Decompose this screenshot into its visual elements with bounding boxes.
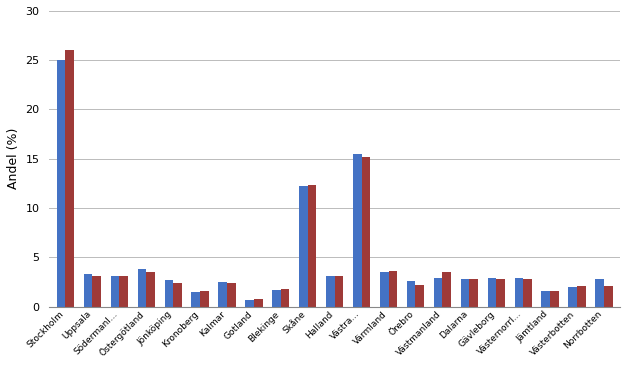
Bar (299, 187, 308, 307)
Bar (488, 278, 496, 307)
Bar (523, 279, 532, 307)
Bar (138, 269, 146, 307)
Bar (272, 290, 281, 307)
Bar (191, 292, 200, 307)
Bar (461, 279, 469, 307)
Bar (119, 276, 128, 307)
Bar (542, 291, 550, 307)
Bar (568, 287, 577, 307)
Bar (245, 300, 254, 307)
Bar (577, 286, 586, 307)
Bar (57, 60, 65, 307)
Bar (335, 276, 344, 307)
Bar (281, 289, 290, 307)
Bar (515, 278, 523, 307)
Bar (84, 274, 92, 307)
Bar (496, 279, 505, 307)
Bar (254, 299, 263, 307)
Bar (146, 272, 155, 307)
Bar (595, 279, 604, 307)
Bar (389, 271, 397, 307)
Bar (173, 283, 182, 307)
Bar (218, 282, 227, 307)
Bar (443, 272, 451, 307)
Bar (550, 291, 559, 307)
Y-axis label: Andel (%): Andel (%) (7, 128, 20, 189)
Bar (326, 276, 335, 307)
Bar (604, 286, 613, 307)
Bar (65, 50, 74, 307)
Bar (407, 281, 416, 307)
Bar (380, 272, 389, 307)
Bar (164, 280, 173, 307)
Bar (416, 285, 424, 307)
Bar (92, 276, 101, 307)
Bar (308, 185, 317, 307)
Bar (469, 279, 478, 307)
Bar (353, 154, 362, 307)
Bar (200, 291, 209, 307)
Bar (434, 278, 443, 307)
Bar (362, 157, 370, 307)
Bar (111, 276, 119, 307)
Bar (227, 283, 236, 307)
